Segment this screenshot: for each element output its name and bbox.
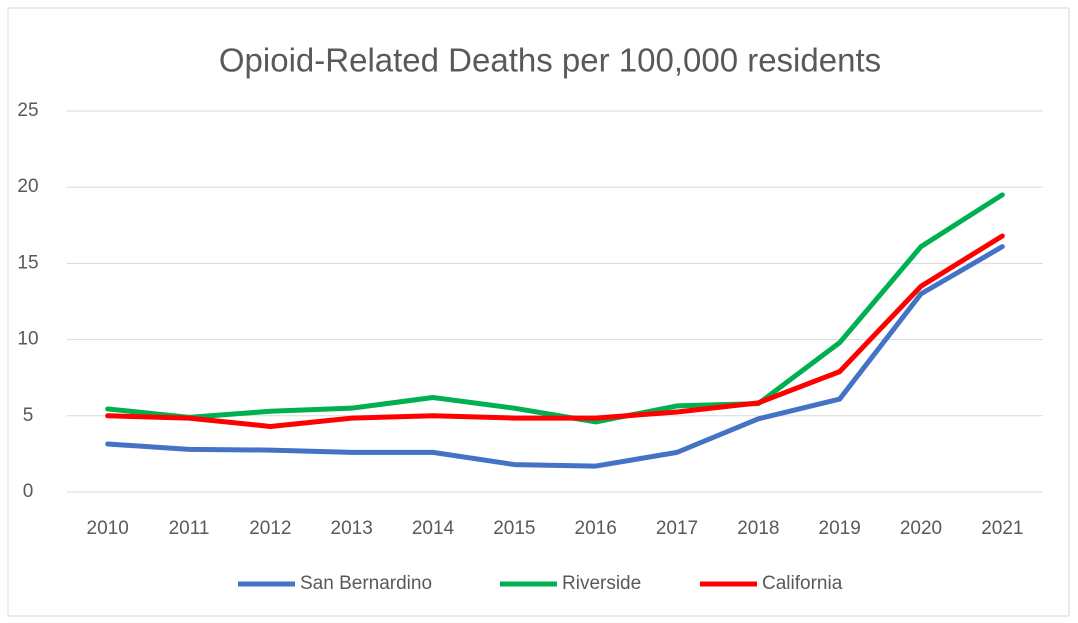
chart-border bbox=[7, 7, 1070, 617]
series-line bbox=[105, 244, 1005, 469]
y-tick-label: 0 bbox=[23, 481, 34, 502]
series-line bbox=[105, 233, 1005, 429]
x-tick-label: 2016 bbox=[575, 518, 617, 539]
legend-label: San Bernardino bbox=[300, 573, 432, 594]
x-tick-label: 2017 bbox=[656, 518, 698, 539]
y-tick-label: 25 bbox=[17, 100, 38, 121]
series-line bbox=[105, 192, 1005, 425]
x-tick-label: 2015 bbox=[493, 518, 535, 539]
x-tick-label: 2011 bbox=[169, 518, 210, 539]
x-tick-label: 2021 bbox=[981, 518, 1023, 539]
x-tick-label: 2012 bbox=[249, 518, 291, 539]
x-tick-label: 2018 bbox=[737, 518, 779, 539]
x-tick-label: 2020 bbox=[900, 518, 942, 539]
legend-label: California bbox=[762, 573, 843, 594]
y-tick-label: 10 bbox=[17, 329, 38, 350]
y-tick-label: 15 bbox=[17, 252, 38, 273]
y-tick-label: 20 bbox=[17, 176, 38, 197]
x-tick-label: 2010 bbox=[87, 518, 129, 539]
y-tick-label: 5 bbox=[23, 405, 34, 426]
chart-title: Opioid-Related Deaths per 100,000 reside… bbox=[219, 42, 881, 79]
x-tick-label: 2013 bbox=[331, 518, 373, 539]
legend-label: Riverside bbox=[562, 573, 641, 594]
x-tick-label: 2019 bbox=[819, 518, 861, 539]
x-tick-label: 2014 bbox=[412, 518, 455, 539]
